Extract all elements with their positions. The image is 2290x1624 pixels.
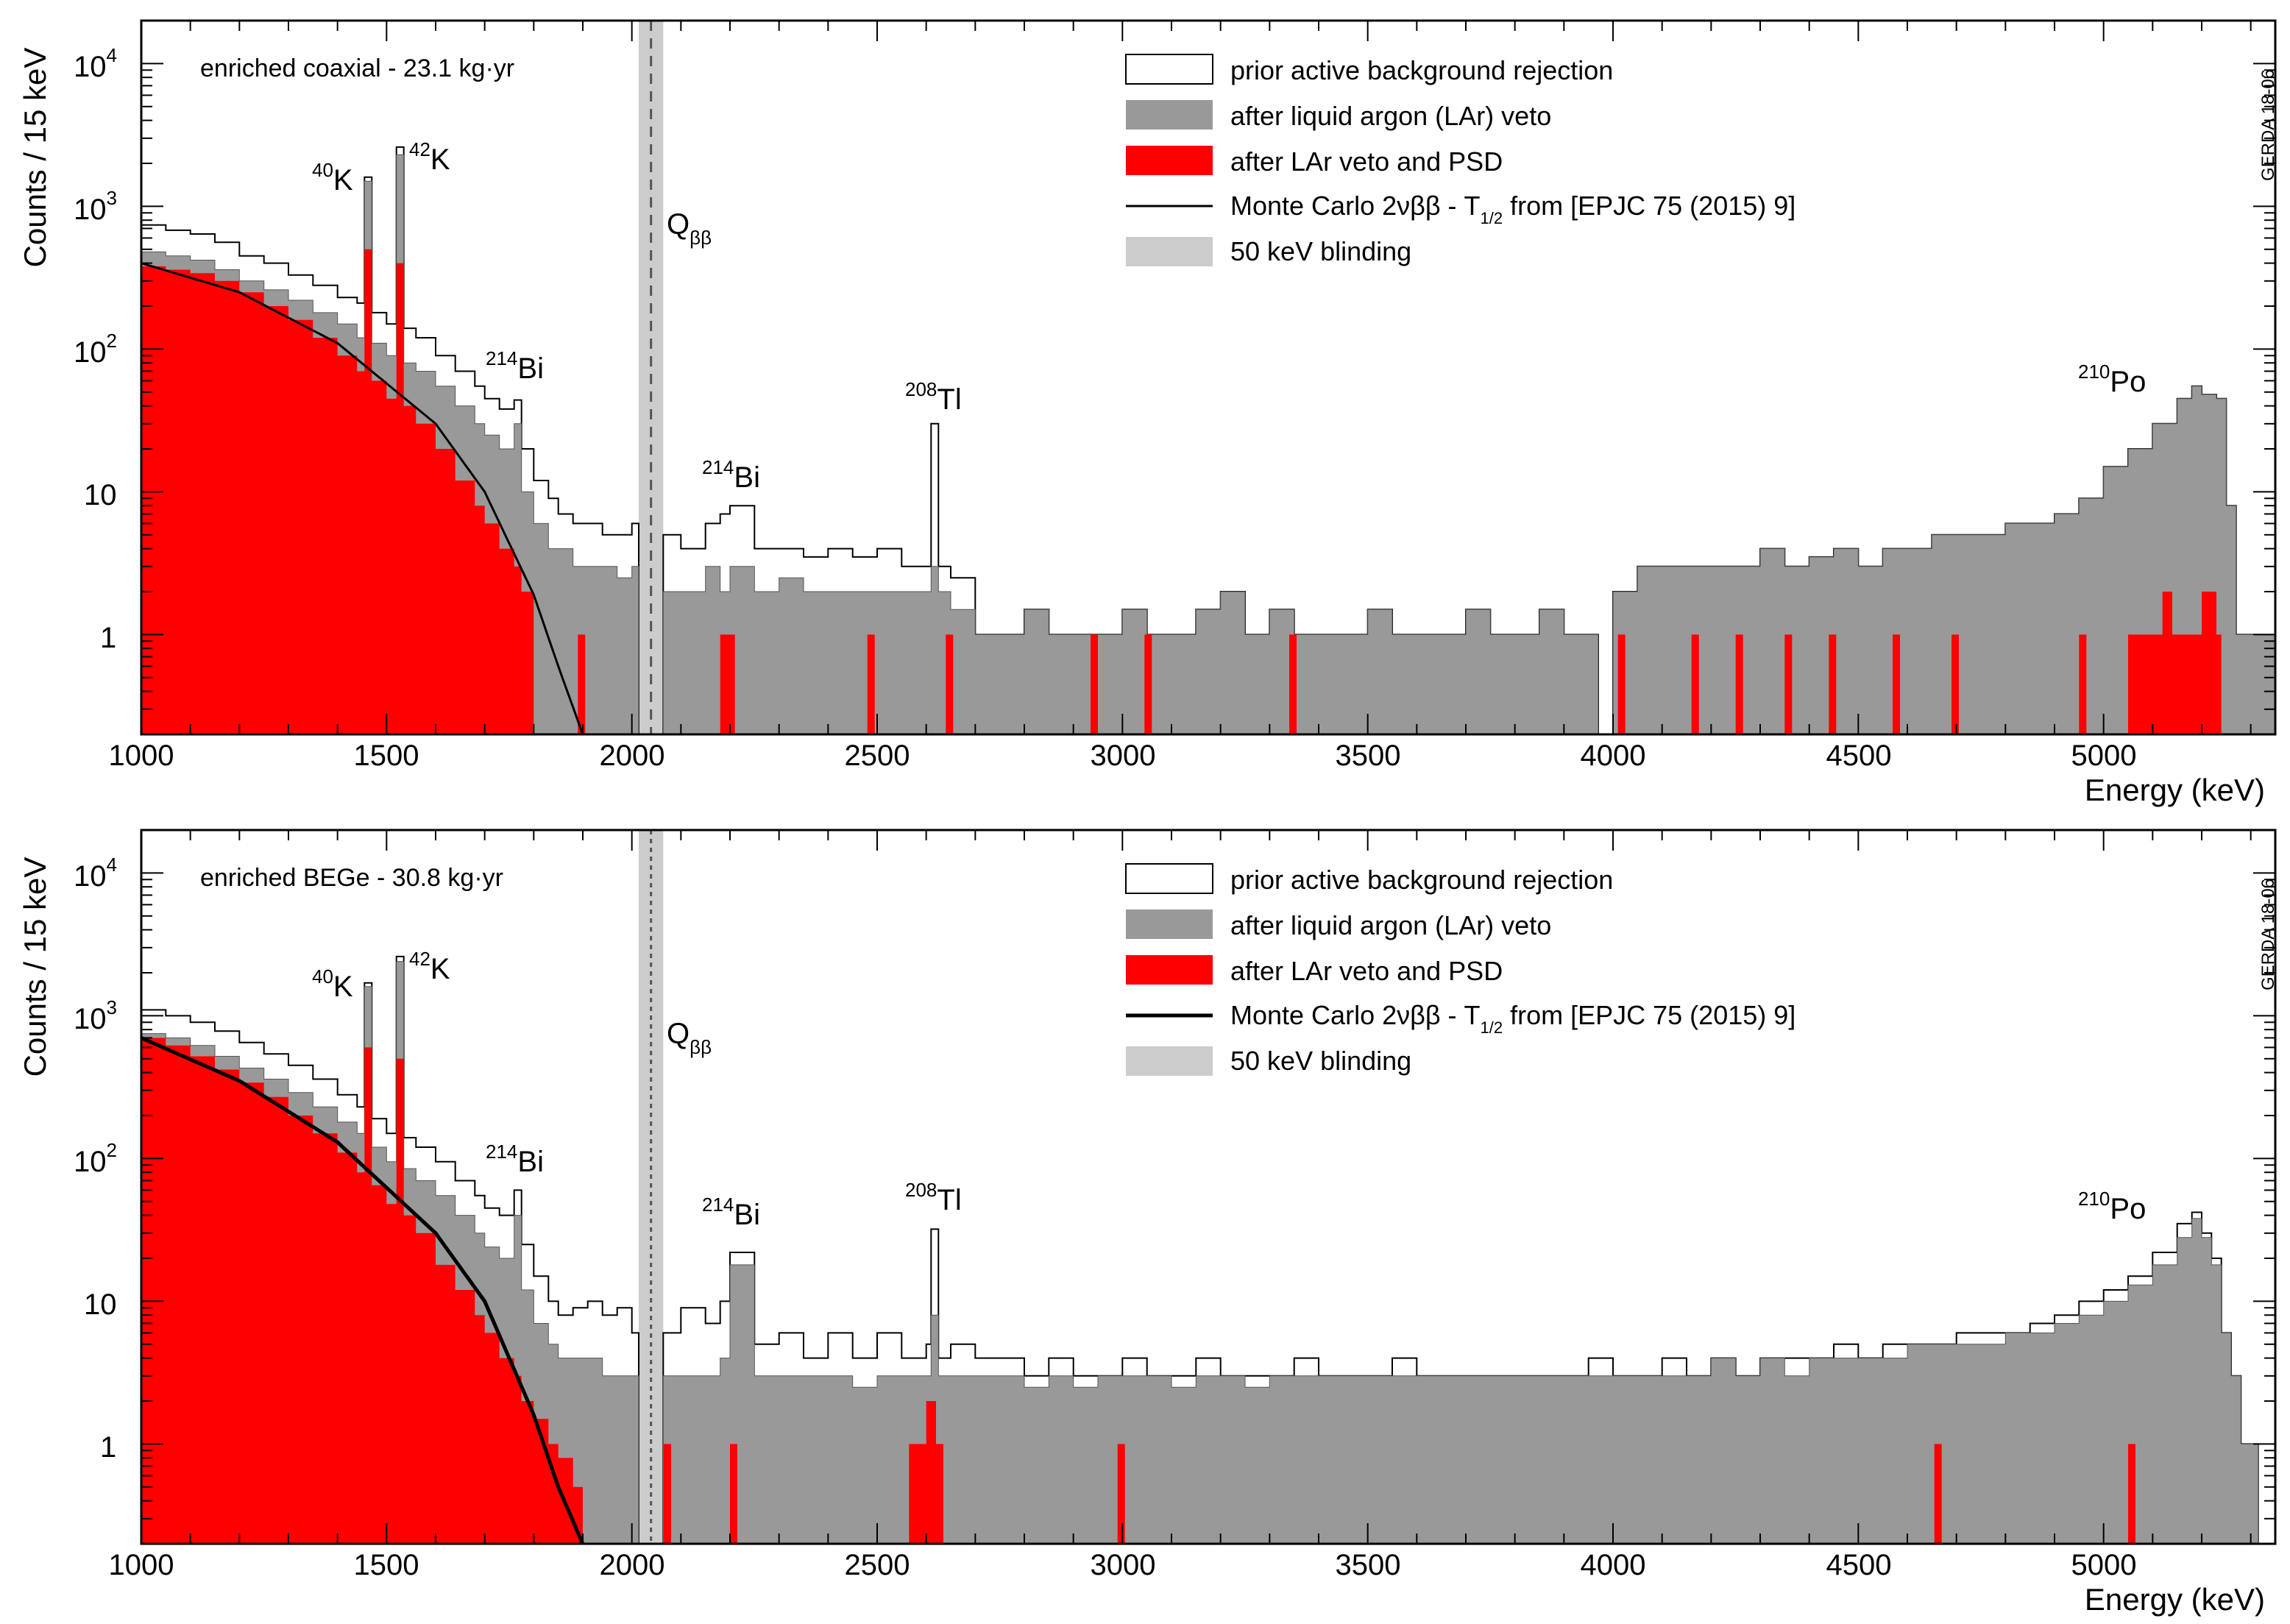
legend-label-psd: after LAr veto and PSD xyxy=(1230,146,1503,177)
legend: prior active background rejection after … xyxy=(1125,54,1796,266)
x-tick-label: 3500 xyxy=(1336,1549,1401,1581)
x-tick-label: 2500 xyxy=(845,740,910,772)
histogram-psd xyxy=(141,1038,2143,1544)
legend-swatch-larveto xyxy=(1126,909,1213,939)
legend-label-mc: Monte Carlo 2νββ - T1/2 from [EPJC 75 (2… xyxy=(1230,191,1796,227)
y-tick-label: 103 xyxy=(74,996,117,1035)
annotation-k40: 40K xyxy=(312,159,353,196)
x-tick-labels: 1000 1500 2000 2500 3000 3500 4000 4500 … xyxy=(109,1549,2137,1581)
plot-area xyxy=(141,830,2259,1545)
y-tick-label: 102 xyxy=(74,1139,117,1178)
histogram-psd xyxy=(141,249,2229,734)
x-tick-label: 4500 xyxy=(1826,740,1892,772)
y-tick-label: 102 xyxy=(74,330,117,369)
legend-swatch-psd xyxy=(1126,955,1213,985)
y-tick-label: 1 xyxy=(100,1431,116,1464)
legend-label-blinding: 50 keV blinding xyxy=(1230,236,1411,266)
x-tick-label: 2000 xyxy=(600,740,665,772)
histogram-larveto xyxy=(141,154,2276,735)
x-tick-label: 2000 xyxy=(600,1549,665,1581)
y-tick-label: 103 xyxy=(74,187,117,226)
x-axis-title: Energy (keV) xyxy=(2085,1582,2265,1617)
panel-title: enriched coaxial - 23.1 kg·yr xyxy=(200,54,514,82)
x-tick-label: 1000 xyxy=(109,1549,174,1581)
peak-annotations: 40K 42K 214Bi 214Bi 208Tl 210Po Qββ xyxy=(312,948,2146,1231)
x-tick-label: 5000 xyxy=(2071,1549,2137,1581)
histogram-larveto xyxy=(141,961,2259,1545)
y-tick-labels: 104 103 102 10 1 xyxy=(74,854,117,1464)
legend-swatch-blinding xyxy=(1126,1046,1213,1076)
x-tick-label: 3000 xyxy=(1091,1549,1156,1581)
annotation-tl208: 208Tl xyxy=(905,1179,962,1216)
legend-label-larveto: after liquid argon (LAr) veto xyxy=(1230,910,1551,940)
legend-label-larveto: after liquid argon (LAr) veto xyxy=(1230,101,1551,131)
figure-label: GERDA 18-06 xyxy=(2258,69,2278,181)
legend-swatch-blinding xyxy=(1126,237,1213,266)
annotation-k40: 40K xyxy=(312,965,353,1003)
plot-frame xyxy=(140,829,2277,1545)
plot-frame xyxy=(140,19,2277,736)
x-tick-label: 1500 xyxy=(354,1549,419,1581)
figure-label: GERDA 18-06 xyxy=(2258,879,2278,990)
x-tick-label: 1000 xyxy=(109,740,174,772)
y-tick-label: 10 xyxy=(84,1288,117,1321)
legend: prior active background rejection after … xyxy=(1125,863,1796,1076)
x-tick-label: 5000 xyxy=(2071,740,2137,772)
qbb-label: Qββ xyxy=(667,1018,712,1058)
legend-label-psd: after LAr veto and PSD xyxy=(1230,956,1503,986)
legend-swatch-prior xyxy=(1125,54,1213,85)
annotation-po210: 210Po xyxy=(2078,1188,2146,1225)
y-axis-title: Counts / 15 keV xyxy=(18,48,52,268)
y-tick-label: 104 xyxy=(74,854,117,893)
peak-annotations: 40K 42K 214Bi 214Bi 208Tl 210Po Qββ xyxy=(312,138,2146,494)
mc-curve xyxy=(141,262,584,735)
y-axis-title: Counts / 15 keV xyxy=(18,857,52,1077)
annotation-po210: 210Po xyxy=(2078,361,2146,398)
qbb-label: Qββ xyxy=(667,208,712,249)
legend-label-blinding: 50 keV blinding xyxy=(1230,1046,1411,1076)
x-axis-title: Energy (keV) xyxy=(2085,773,2265,807)
panel-bege: enriched BEGe - 30.8 kg·yr GERDA 18-06 1… xyxy=(18,829,2278,1617)
panel-coaxial: enriched coaxial - 23.1 kg·yr GERDA 18-0… xyxy=(18,19,2278,807)
tick-marks xyxy=(141,829,2275,1545)
y-tick-label: 10 xyxy=(84,479,117,511)
legend-label-prior: prior active background rejection xyxy=(1230,865,1613,895)
legend-label-mc: Monte Carlo 2νββ - T1/2 from [EPJC 75 (2… xyxy=(1230,1000,1796,1037)
annotation-bi214: 214Bi xyxy=(486,1141,544,1178)
legend-swatch-psd xyxy=(1126,146,1213,175)
plot-area xyxy=(141,21,2276,735)
x-tick-label: 4500 xyxy=(1826,1549,1892,1581)
x-tick-label: 2500 xyxy=(845,1549,910,1581)
x-tick-labels: 1000 1500 2000 2500 3000 3500 4000 4500 … xyxy=(109,740,2137,772)
annotation-tl208: 208Tl xyxy=(905,378,962,416)
legend-label-prior: prior active background rejection xyxy=(1230,55,1613,85)
panel-title: enriched BEGe - 30.8 kg·yr xyxy=(200,864,503,892)
annotation-bi214: 214Bi xyxy=(486,347,544,385)
x-tick-label: 1500 xyxy=(354,740,419,772)
legend-swatch-prior xyxy=(1125,863,1213,894)
legend-swatch-larveto xyxy=(1126,100,1213,130)
y-tick-label: 1 xyxy=(100,622,116,654)
x-tick-label: 4000 xyxy=(1581,740,1646,772)
annotation-k42: 42K xyxy=(409,948,450,985)
annotation-bi214-2: 214Bi xyxy=(702,456,760,494)
x-tick-label: 4000 xyxy=(1581,1549,1646,1581)
y-tick-label: 104 xyxy=(74,44,117,83)
mc-curve xyxy=(141,1036,585,1545)
x-tick-label: 3500 xyxy=(1336,740,1401,772)
annotation-k42: 42K xyxy=(409,138,450,176)
x-tick-label: 3000 xyxy=(1091,740,1156,772)
annotation-bi214-2: 214Bi xyxy=(702,1194,760,1231)
tick-marks xyxy=(141,20,2275,735)
y-tick-labels: 104 103 102 10 1 xyxy=(74,44,117,654)
